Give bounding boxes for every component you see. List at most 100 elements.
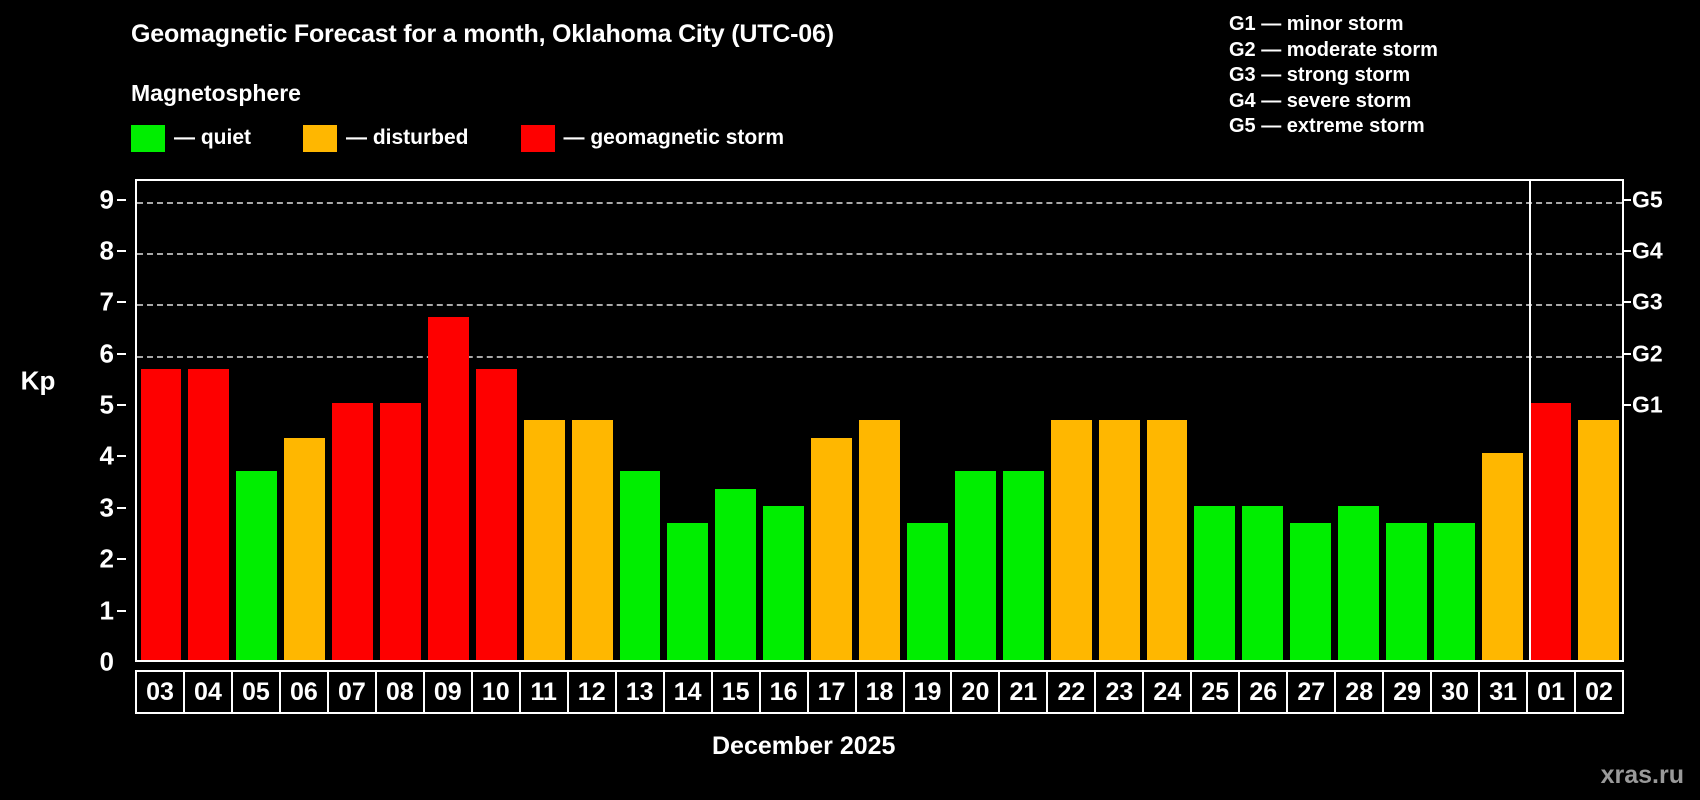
bar-cell [1335,181,1383,660]
y-tick-label: 3 [99,492,114,523]
y-tick-mark [117,506,126,509]
gridline [137,304,1622,307]
bar-cell [281,181,329,660]
date-label: 15 [710,670,761,714]
bar [1433,522,1475,660]
date-label: 24 [1142,670,1193,714]
bar-cell [137,181,185,660]
g-axis-label: G3 [1632,288,1663,315]
month-divider [1528,181,1531,660]
bar [140,368,182,660]
bar-cell [424,181,472,660]
date-label: 23 [1094,670,1145,714]
bar [619,471,661,660]
date-label: 02 [1574,670,1625,714]
bar-cell [568,181,616,660]
bar [523,420,565,660]
date-label: 31 [1478,670,1529,714]
y-tick-mark [117,609,126,612]
y-tick-mark [117,404,126,407]
legend-label: — disturbed [346,126,469,149]
y-tick-mark [117,198,126,201]
date-label: 17 [806,670,857,714]
y-tick-label: 5 [99,389,114,420]
bar [380,403,421,660]
g-axis-label: G5 [1632,186,1663,213]
bar-cell [1574,181,1622,660]
bar-cell [904,181,952,660]
legend-item: — geomagnetic storm [520,124,785,152]
date-label: 03 [135,670,185,714]
date-label: 08 [374,670,425,714]
bar [1529,403,1571,660]
y-tick-label: 9 [99,184,114,215]
bar [1386,522,1427,660]
g-axis: G1 G2 G3 G4 G5 [1622,179,1698,662]
g-axis-label: G2 [1632,340,1663,367]
bar-cell [951,181,999,660]
y-axis: 0 1 2 3 4 5 6 7 8 9 [78,179,126,677]
gscale-legend-row: G1 — minor storm [1229,13,1404,35]
bar-cell [856,181,904,660]
bar [427,317,469,660]
date-label: 28 [1334,670,1385,714]
gscale-legend-row: G3 — strong storm [1229,64,1411,86]
bar [571,420,613,660]
bar [475,368,517,660]
y-tick-label: 4 [99,440,114,471]
bar-series [137,181,1622,660]
bar-cell [808,181,856,660]
bar-cell [233,181,281,660]
bar [236,471,278,660]
bar [1577,420,1619,660]
bar [1002,471,1044,660]
bar-cell [760,181,808,660]
date-label: 29 [1382,670,1433,714]
bar-cell [1047,181,1095,660]
y-tick-mark [117,249,126,252]
page-title: Geomagnetic Forecast for a month, Oklaho… [131,20,834,48]
bar [715,488,757,660]
y-tick-label: 6 [99,338,114,369]
bar [859,420,900,660]
magnetosphere-legend: — quiet — disturbed — geomagnetic storm [131,124,784,152]
gscale-legend: G1 — minor storm G2 — moderate storm G3 — … [1229,12,1438,140]
bar [1338,505,1380,660]
date-label: 21 [998,670,1049,714]
g-axis-label: G4 [1632,237,1663,264]
date-label: 01 [1526,670,1577,714]
y-tick-label: 7 [99,286,114,317]
legend-label: — geomagnetic storm [563,126,785,149]
legend-label: — quiet [174,126,251,149]
bar-cell [472,181,520,660]
legend-swatch [520,124,555,152]
bar [763,505,805,660]
bar-cell [1383,181,1431,660]
bar-cell [1143,181,1191,660]
bar [811,437,853,660]
bar-cell [616,181,664,660]
g-axis-label: G1 [1632,391,1663,418]
gridline [137,252,1622,255]
bar [954,471,996,660]
bar-cell [1095,181,1143,660]
legend-swatch [303,124,337,152]
legend-heading: Magnetosphere [131,80,301,106]
bar-cell [1478,181,1526,660]
g-tick-mark [1622,404,1631,407]
bar [1098,420,1140,660]
date-label: 14 [662,670,713,714]
date-label: 25 [1190,670,1241,714]
y-tick-label: 8 [99,235,114,266]
bar-cell [1287,181,1335,660]
y-tick-label: 0 [99,646,114,677]
watermark: xras.ru [1600,761,1684,789]
bar-cell [1526,181,1574,660]
y-tick-mark [117,352,126,355]
date-label: 10 [470,670,521,714]
date-label: 19 [902,670,953,714]
bar-cell [1239,181,1287,660]
gscale-legend-row: G4 — severe storm [1229,89,1412,112]
gscale-legend-row: G2 — moderate storm [1229,38,1438,61]
